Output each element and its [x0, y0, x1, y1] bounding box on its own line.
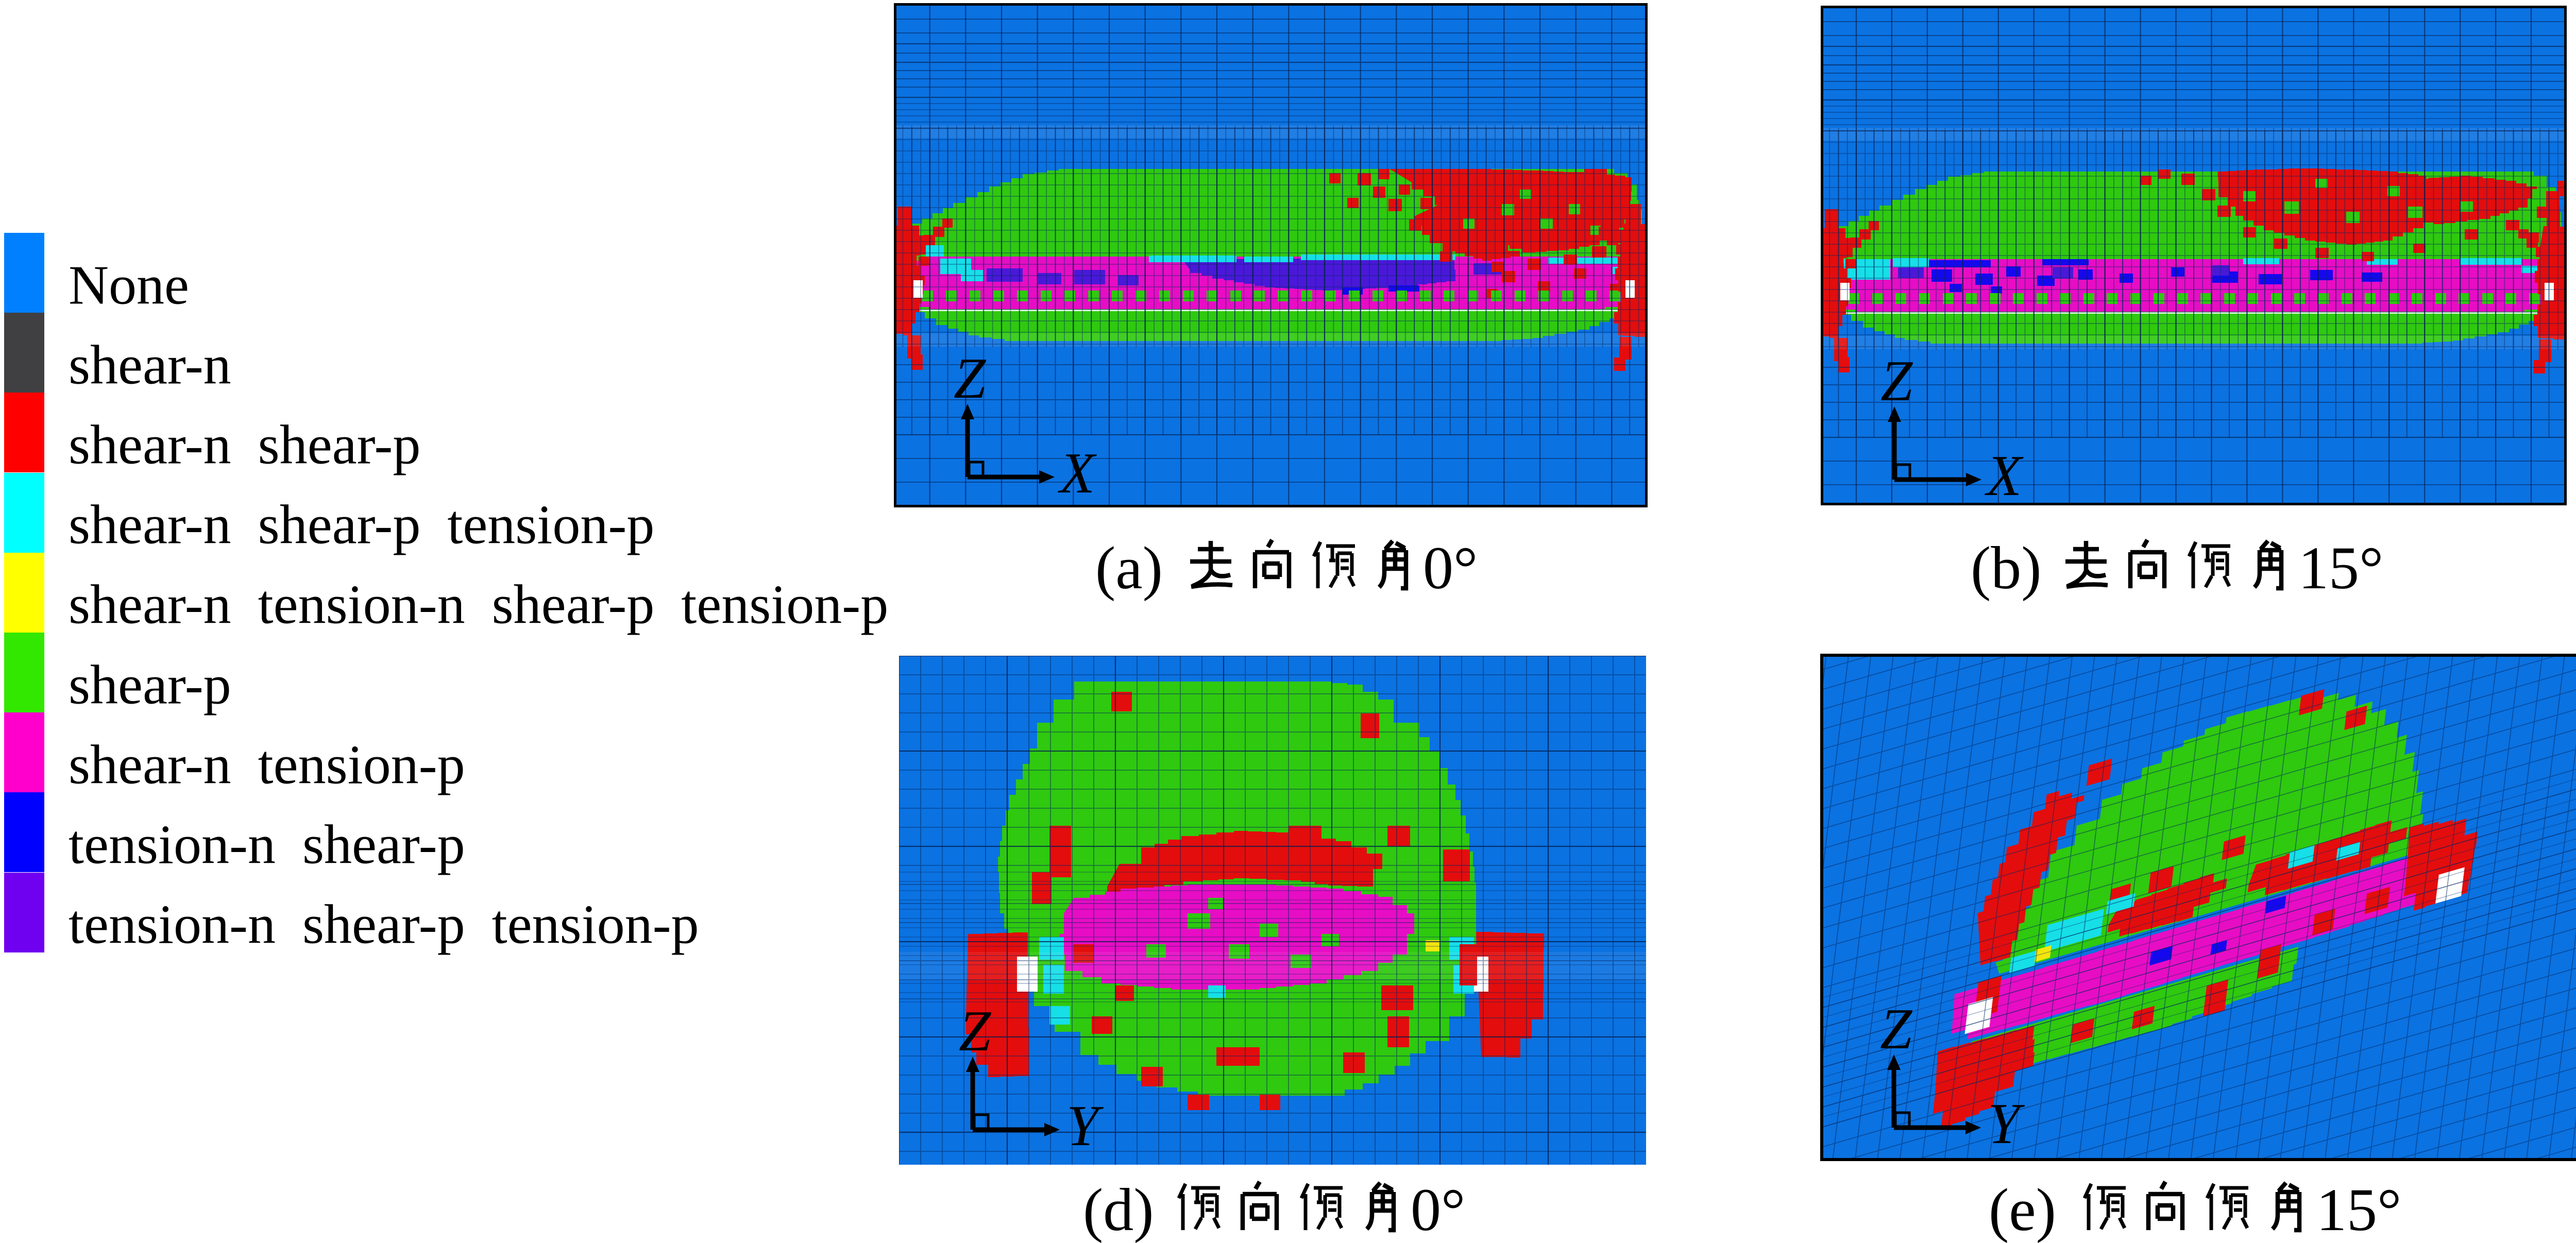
svg-text:tension-n shear-p: tension-n shear-p — [69, 814, 465, 876]
svg-text:Z: Z — [1880, 349, 1913, 413]
svg-text:shear-n tension-p: shear-n tension-p — [69, 735, 465, 796]
svg-text:Y: Y — [1988, 1092, 2025, 1156]
svg-text:Z: Z — [954, 347, 987, 411]
svg-text:(e): (e) — [1989, 1176, 2056, 1243]
svg-text:15°: 15° — [2316, 1176, 2401, 1243]
svg-text:Z: Z — [1880, 997, 1913, 1061]
svg-text:tension-n shear-p tension-p: tension-n shear-p tension-p — [69, 894, 699, 956]
svg-text:15°: 15° — [2298, 534, 2383, 602]
svg-text:(b): (b) — [1971, 534, 2042, 602]
svg-text:shear-n: shear-n — [69, 335, 231, 396]
svg-text:0°: 0° — [1411, 1176, 1465, 1243]
svg-text:None: None — [69, 255, 189, 316]
svg-text:shear-p: shear-p — [69, 655, 231, 716]
svg-text:0°: 0° — [1423, 534, 1478, 602]
svg-text:Y: Y — [1066, 1094, 1104, 1158]
svg-text:X: X — [1058, 441, 1097, 505]
svg-text:shear-n shear-p: shear-n shear-p — [69, 415, 420, 476]
svg-text:X: X — [1985, 444, 2024, 508]
svg-text:(d): (d) — [1083, 1176, 1154, 1243]
svg-text:Z: Z — [959, 999, 992, 1063]
svg-text:(a): (a) — [1095, 534, 1163, 602]
svg-text:shear-n shear-p tension-p: shear-n shear-p tension-p — [69, 495, 654, 556]
svg-text:shear-n tension-n shear-p tens: shear-n tension-n shear-p tension-p — [69, 574, 888, 636]
